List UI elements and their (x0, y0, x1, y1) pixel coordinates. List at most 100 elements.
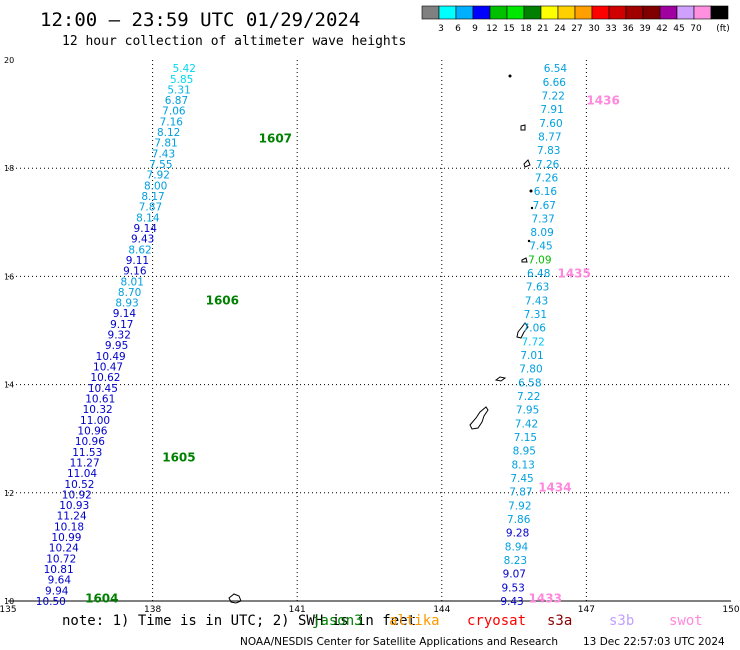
island-outlines (228, 74, 534, 604)
wave-height-value: 7.92 (147, 170, 170, 182)
wave-height-value: 7.45 (510, 473, 533, 485)
colorbar-tick-label: 21 (537, 24, 548, 34)
wave-height-value: 10.61 (85, 394, 115, 406)
colorbar-swatch (540, 5, 559, 20)
colorbar-tick-label: 27 (571, 24, 582, 34)
wave-height-value: 7.45 (529, 241, 552, 253)
wave-height-value: 8.14 (136, 212, 160, 224)
satellite-label: swot (669, 613, 703, 629)
wave-height-value: 10.49 (96, 351, 126, 363)
x-tick-label: 141 (289, 605, 306, 615)
wave-height-value: 7.95 (516, 405, 539, 417)
satellite-legend: jason3 altika cryosat s3a s3b swot (312, 613, 703, 629)
wave-height-value: 10.99 (51, 532, 81, 544)
time-labels: 1604 1605 1606 1607 1433 1434 1435 1436 (85, 94, 620, 606)
wave-height-value: 9.14 (134, 223, 158, 235)
y-tick-label: 18 (4, 164, 14, 173)
wave-height-value: 7.43 (152, 148, 175, 160)
wave-height-value: 8.00 (144, 180, 167, 192)
colorbar-swatch (506, 5, 525, 20)
colorbar-tick-label: 9 (472, 24, 478, 34)
colorbar-tick-label: 42 (656, 24, 667, 34)
wave-height-value: 7.87 (139, 202, 162, 214)
wave-height-value: 10.72 (46, 553, 76, 565)
palau-reef-outline (228, 593, 242, 604)
wave-height-value: 9.43 (131, 234, 154, 246)
wave-height-value: 9.94 (45, 585, 69, 597)
track-east-values: 9.43 9.539.07 8.23 8.949.28 7.86 7.927.87 7.45… (500, 63, 567, 608)
wave-height-value: 10.18 (54, 521, 84, 533)
wave-height-value: 6.87 (165, 95, 188, 107)
wave-height-value: 7.67 (533, 200, 556, 212)
time-label: 1604 (85, 591, 118, 605)
wave-height-value: 7.22 (542, 90, 565, 102)
wave-height-value: 7.42 (515, 418, 538, 430)
x-tick-label: 150 (722, 605, 739, 615)
pagan-island (523, 159, 531, 168)
x-tick-label: 135 (0, 605, 17, 615)
colorbar-tick-label: 39 (639, 24, 651, 34)
wave-height-value: 7.09 (528, 254, 551, 266)
wave-height-value: 6.48 (527, 268, 550, 280)
colorbar-swatch (676, 5, 695, 20)
time-label: 1607 (259, 131, 292, 145)
wave-height-value: 7.55 (149, 159, 172, 171)
wave-height-value: 10.45 (88, 383, 118, 395)
footer-credit: NOAA/NESDIS Center for Satellite Applica… (240, 636, 558, 648)
wave-height-value: 7.06 (523, 323, 547, 335)
wave-height-value: 7.81 (154, 138, 177, 150)
colorbar-swatch (710, 5, 729, 20)
farallon-island (508, 74, 512, 78)
wave-height-value: 7.87 (509, 487, 532, 499)
time-label: 1605 (162, 451, 195, 465)
colorbar-tick-label: 12 (486, 24, 497, 34)
wave-height-value: 10.96 (75, 436, 105, 448)
wave-height-value: 8.70 (118, 287, 141, 299)
satellite-label: altika (389, 613, 440, 629)
x-tick-label: 138 (144, 605, 161, 615)
wave-height-value: 9.17 (110, 319, 133, 331)
wave-height-value: 8.12 (157, 127, 180, 139)
wave-height-value: 7.26 (536, 159, 560, 171)
wave-height-value: 7.72 (521, 336, 544, 348)
satellite-label: s3a (547, 613, 572, 629)
y-tick-label: 10 (4, 597, 14, 606)
wave-height-value: 8.95 (513, 446, 536, 458)
wave-height-value: 8.23 (504, 555, 527, 567)
wave-height-value: 7.31 (524, 309, 547, 321)
alamagan-island (529, 189, 533, 193)
wave-height-value: 5.85 (170, 74, 193, 86)
wave-height-value: 7.83 (537, 145, 560, 157)
colorbar-swatch (472, 5, 491, 20)
wave-height-value: 7.86 (507, 514, 531, 526)
colorbar-tick-label: 6 (455, 24, 461, 34)
wave-height-value: 7.63 (526, 282, 549, 294)
y-tick-label: 14 (4, 381, 14, 390)
colorbar-swatch (421, 5, 440, 20)
x-tick-label: 147 (578, 605, 595, 615)
wave-height-value: 11.27 (70, 457, 100, 469)
colorbar-swatch (608, 5, 627, 20)
wave-height-value: 7.26 (535, 172, 559, 184)
time-label: 1433 (529, 591, 562, 605)
track-west-values: 10.509.949.6410.8110.7210.2410.9910.1811… (36, 63, 196, 608)
wave-height-value: 11.04 (67, 468, 97, 480)
wave-height-value: 7.22 (517, 391, 540, 403)
colorbar-swatch (693, 5, 712, 20)
wave-height-value: 5.42 (173, 63, 196, 75)
colorbar-unit: (ft) (716, 24, 730, 34)
wave-height-value: 8.94 (505, 541, 529, 553)
wave-height-value: 10.81 (44, 564, 74, 576)
satellite-label: s3b (609, 613, 634, 629)
axes: 135 138 141 144 147 150 10 12 14 16 18 20 (0, 56, 740, 615)
footer-note: note: 1) Time is in UTC; 2) SWH is in fe… (62, 613, 416, 629)
wave-height-value: 10.93 (59, 500, 89, 512)
chart-subtitle: 12 hour collection of altimeter wave hei… (62, 34, 406, 49)
colorbar-swatch (489, 5, 508, 20)
wave-height-value: 9.95 (105, 340, 128, 352)
agrihan-island (520, 124, 526, 131)
wave-height-value: 7.16 (160, 116, 184, 128)
wave-height-value: 7.43 (525, 295, 548, 307)
time-label: 1435 (557, 267, 590, 281)
